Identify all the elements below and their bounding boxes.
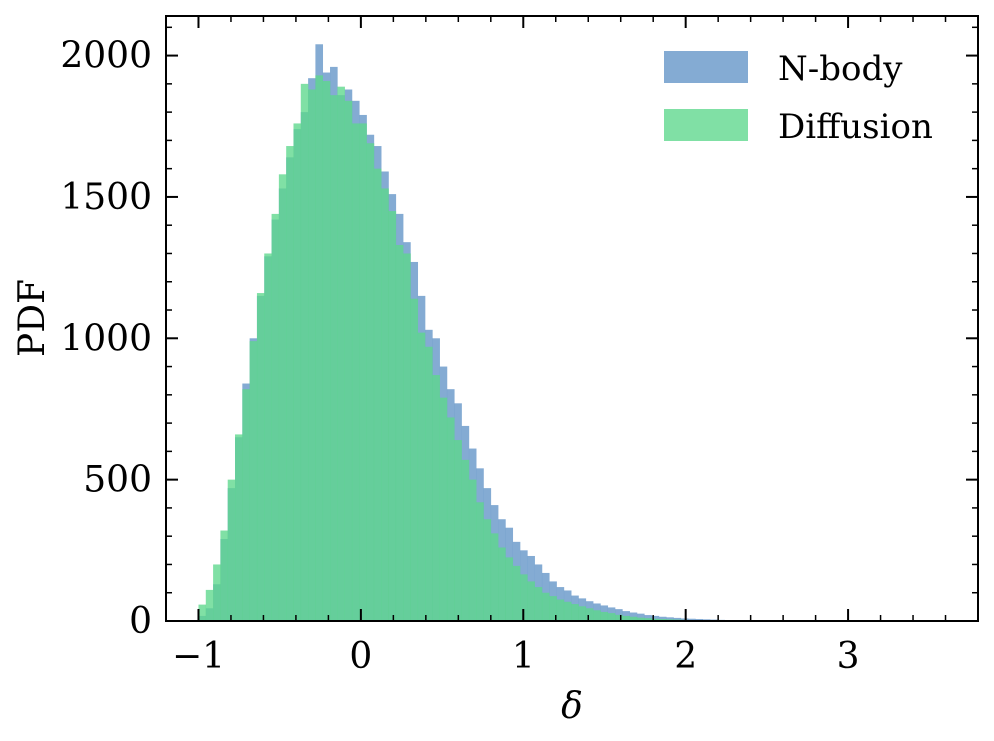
diffusion-bar bbox=[446, 417, 455, 621]
x-tick-label: 3 bbox=[837, 636, 860, 677]
diffusion-bar bbox=[541, 592, 550, 621]
nbody-bar bbox=[636, 613, 645, 621]
y-tick-label: 1500 bbox=[60, 177, 152, 218]
nbody-bar bbox=[658, 616, 667, 621]
diffusion-bar bbox=[213, 564, 221, 621]
legend-label-nbody: N-body bbox=[778, 49, 903, 89]
diffusion-bar bbox=[644, 618, 652, 621]
nbody-bar bbox=[688, 618, 696, 621]
diffusion-bar bbox=[242, 389, 250, 621]
diffusion-bar bbox=[425, 346, 433, 621]
diffusion-bar bbox=[366, 143, 375, 622]
diffusion-bar bbox=[403, 253, 411, 622]
diffusion-bar bbox=[395, 244, 404, 621]
y-tick-label: 2000 bbox=[60, 36, 152, 77]
diffusion-bar bbox=[330, 95, 338, 622]
diffusion-bar bbox=[468, 479, 477, 621]
diffusion-bar bbox=[571, 604, 579, 621]
diffusion-bar bbox=[615, 614, 623, 621]
diffusion-bar bbox=[512, 565, 521, 621]
diffusion-bar bbox=[622, 615, 630, 621]
nbody-bar bbox=[666, 617, 674, 621]
diffusion-bar bbox=[410, 298, 419, 621]
diffusion-bars bbox=[198, 75, 762, 622]
diffusion-bar bbox=[563, 601, 572, 621]
diffusion-bar bbox=[483, 519, 492, 621]
diffusion-bar bbox=[337, 86, 345, 622]
diffusion-bar bbox=[600, 611, 609, 621]
diffusion-bar bbox=[417, 332, 426, 621]
diffusion-bar bbox=[476, 502, 484, 621]
diffusion-bar bbox=[205, 589, 214, 621]
legend: N-body Diffusion bbox=[664, 49, 933, 147]
y-axis-label: PDF bbox=[12, 279, 53, 357]
diffusion-bar bbox=[556, 599, 565, 621]
diffusion-bar bbox=[293, 123, 302, 622]
diffusion-bar bbox=[461, 459, 470, 621]
y-tick-label: 0 bbox=[129, 601, 152, 642]
diffusion-bar bbox=[651, 618, 660, 621]
diffusion-bar bbox=[520, 574, 528, 621]
diffusion-bar bbox=[286, 146, 294, 621]
diffusion-bar bbox=[534, 587, 543, 621]
diffusion-bar bbox=[198, 604, 207, 621]
legend-swatch-nbody bbox=[664, 51, 748, 83]
nbody-bar bbox=[644, 615, 652, 621]
x-axis-label: δ bbox=[561, 686, 583, 727]
diffusion-bar bbox=[264, 253, 272, 622]
diffusion-bar bbox=[505, 557, 514, 621]
x-tick-label: 0 bbox=[349, 636, 372, 677]
diffusion-bar bbox=[439, 397, 448, 621]
diffusion-bar bbox=[527, 581, 535, 621]
diffusion-bar bbox=[388, 211, 397, 621]
diffusion-bar bbox=[344, 100, 353, 621]
diffusion-bar bbox=[315, 75, 324, 622]
diffusion-bar bbox=[629, 616, 638, 621]
x-tick-label: 2 bbox=[674, 636, 697, 677]
nbody-bar bbox=[673, 617, 682, 621]
legend-label-diffusion: Diffusion bbox=[778, 107, 933, 147]
diffusion-bar bbox=[308, 89, 316, 622]
y-tick-label: 500 bbox=[83, 460, 152, 501]
x-tick-label: −1 bbox=[172, 636, 225, 677]
plot-frame bbox=[165, 15, 979, 622]
diffusion-bar bbox=[585, 608, 594, 621]
diffusion-bar bbox=[593, 610, 601, 621]
diffusion-bar bbox=[278, 174, 287, 622]
diffusion-bar bbox=[235, 434, 243, 621]
x-tick-label: 1 bbox=[512, 636, 535, 677]
diffusion-bar bbox=[381, 188, 389, 621]
diffusion-bar bbox=[322, 81, 331, 621]
diffusion-bar bbox=[490, 533, 499, 621]
nbody-bar bbox=[680, 618, 689, 621]
diffusion-bar bbox=[300, 83, 309, 621]
y-tick-label: 1000 bbox=[60, 318, 152, 359]
diffusion-bar bbox=[607, 613, 616, 621]
legend-swatch-diffusion bbox=[664, 109, 748, 141]
diffusion-bar bbox=[227, 479, 236, 621]
diffusion-bar bbox=[432, 375, 440, 621]
diffusion-bar bbox=[498, 547, 506, 621]
diffusion-bar bbox=[271, 213, 280, 621]
diffusion-bar bbox=[578, 606, 587, 621]
diffusion-bar bbox=[256, 293, 265, 621]
diffusion-bar bbox=[373, 168, 382, 621]
nbody-bar bbox=[651, 615, 660, 621]
diffusion-bar bbox=[636, 617, 645, 621]
diffusion-bar bbox=[359, 123, 367, 622]
diffusion-bar bbox=[351, 123, 360, 622]
diffusion-bar bbox=[249, 341, 258, 621]
diffusion-bar bbox=[454, 440, 462, 621]
diffusion-bar bbox=[549, 596, 557, 621]
tick-labels: −1 0 1 2 3 0 500 1000 1500 2000 bbox=[60, 36, 859, 677]
diffusion-bar bbox=[220, 530, 229, 621]
